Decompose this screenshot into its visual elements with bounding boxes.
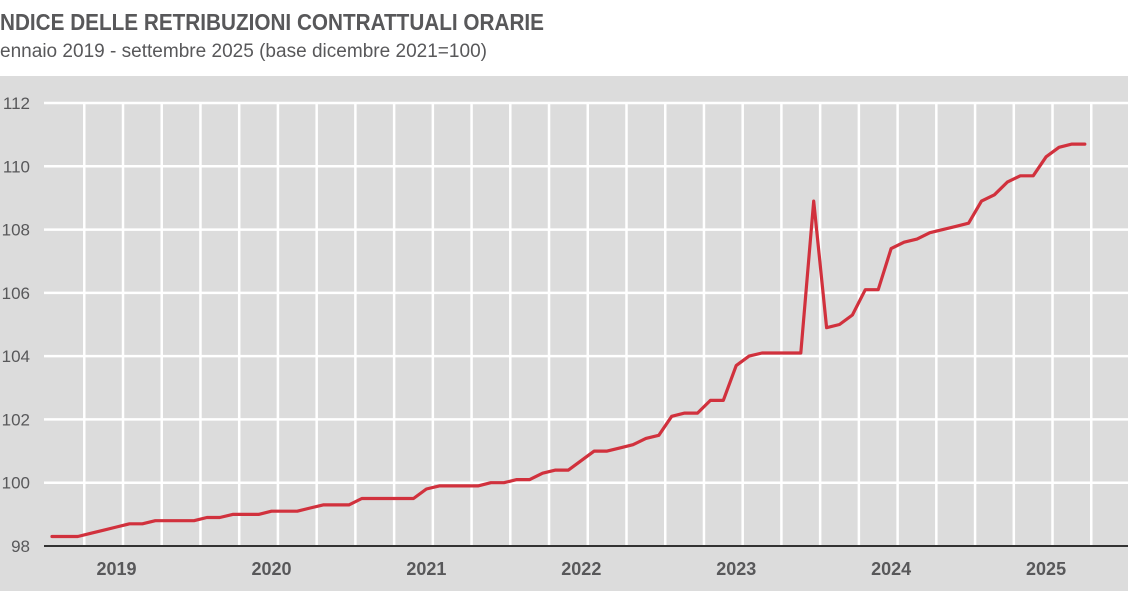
y-tick-label: 104 [2, 347, 30, 366]
y-tick-label: 98 [11, 537, 30, 556]
y-tick-label: 106 [2, 284, 30, 303]
grid [44, 101, 1128, 546]
chart-subtitle: ennaio 2019 - settembre 2025 (base dicem… [0, 41, 487, 62]
chart-title: NDICE DELLE RETRIBUZIONI CONTRATTUALI OR… [0, 9, 544, 35]
data-points [51, 144, 1085, 537]
x-tick-label: 2021 [406, 559, 446, 579]
y-tick-label: 102 [2, 410, 30, 429]
y-tick-label: 112 [3, 94, 30, 113]
x-tick-label: 2024 [871, 559, 911, 579]
x-tick-label: 2019 [97, 559, 137, 579]
y-tick-label: 110 [3, 157, 30, 176]
y-axis: 98 100 102 104 106 108 110 112 [2, 94, 30, 556]
x-axis: 2019 2020 2021 2022 2023 2024 2025 [97, 559, 1067, 579]
chart-background [0, 76, 1128, 591]
x-tick-label: 2023 [716, 559, 756, 579]
y-tick-label: 100 [2, 474, 30, 493]
x-tick-label: 2022 [561, 559, 601, 579]
y-tick-label: 108 [2, 221, 30, 240]
x-tick-label: 2020 [251, 559, 291, 579]
x-tick-label: 2025 [1026, 559, 1066, 579]
